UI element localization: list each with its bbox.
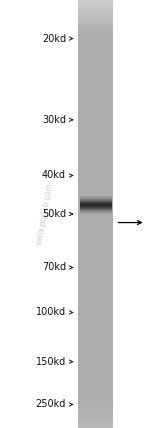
Text: 20kd: 20kd [42,33,66,44]
Text: 250kd: 250kd [36,399,66,410]
Text: 50kd: 50kd [42,209,66,219]
Text: 100kd: 100kd [36,307,66,318]
Text: 150kd: 150kd [36,357,66,367]
Text: www.ptglab.com: www.ptglab.com [35,182,55,246]
Text: 70kd: 70kd [42,262,66,273]
Text: 40kd: 40kd [42,170,66,181]
Text: 30kd: 30kd [42,115,66,125]
